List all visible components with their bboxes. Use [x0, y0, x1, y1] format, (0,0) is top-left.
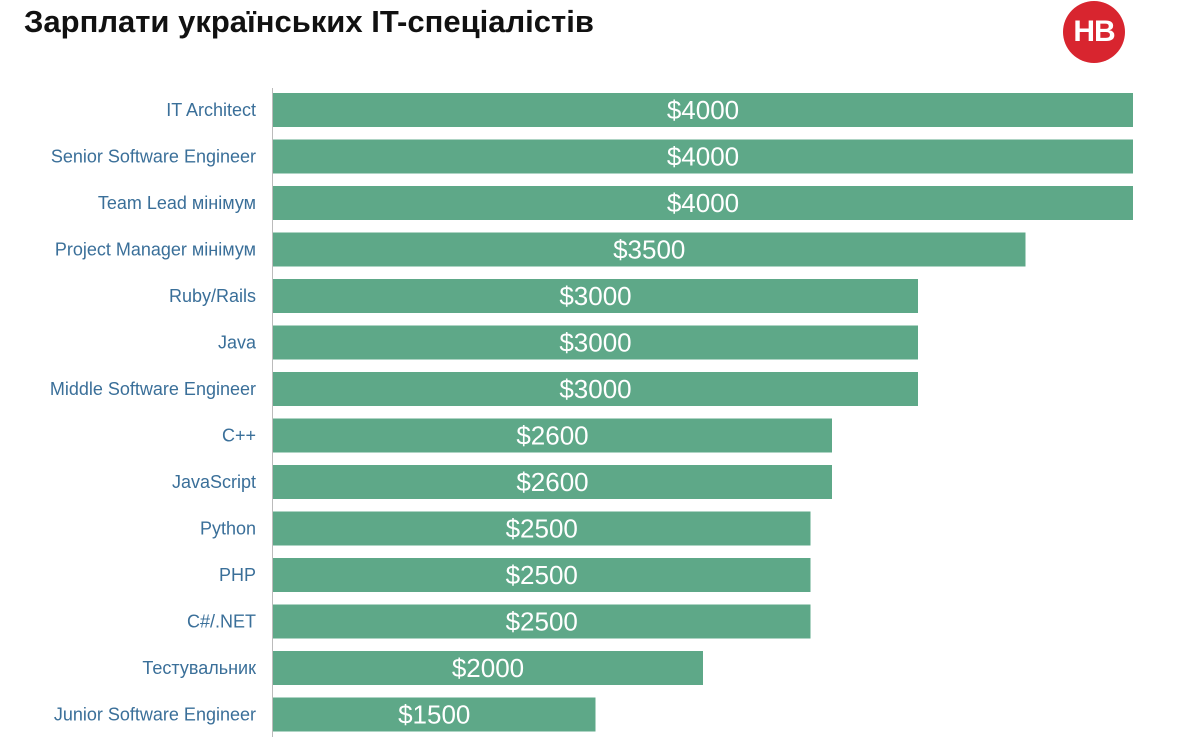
category-label: Ruby/Rails: [169, 286, 256, 306]
category-label: C++: [222, 426, 256, 446]
value-label: $3000: [559, 374, 631, 404]
category-label: PHP: [219, 565, 256, 585]
value-label: $2500: [506, 514, 578, 544]
bar: [273, 325, 918, 360]
bar: [273, 279, 918, 313]
value-label: $3000: [559, 328, 631, 358]
value-label: $4000: [667, 142, 739, 172]
bar: [273, 604, 811, 639]
category-label: Senior Software Engineer: [51, 147, 256, 167]
category-label: IT Architect: [166, 100, 256, 120]
value-label: $2000: [452, 653, 524, 683]
category-label: Тестувальник: [142, 658, 256, 678]
category-label: Team Lead мінімум: [98, 193, 256, 213]
value-label: $4000: [667, 95, 739, 125]
value-label: $2500: [506, 607, 578, 637]
bar: [273, 372, 918, 406]
bar: [273, 139, 1133, 174]
bar: [273, 697, 596, 732]
category-label: JavaScript: [172, 472, 256, 492]
bars-group: IT Architect $4000 Senior Software Enginee…: [50, 93, 1133, 732]
value-label: $3500: [613, 235, 685, 265]
bar: [273, 651, 703, 685]
bar: [273, 93, 1133, 127]
bar: [273, 232, 1026, 267]
value-label: $1500: [398, 700, 470, 730]
value-label: $2600: [516, 467, 588, 497]
bar: [273, 558, 811, 592]
bar: [273, 511, 811, 546]
nv-logo: НВ: [1063, 1, 1125, 63]
category-label: Java: [218, 333, 257, 353]
value-label: $2500: [506, 560, 578, 590]
bar: [273, 418, 832, 453]
category-label: Middle Software Engineer: [50, 379, 256, 399]
category-label: C#/.NET: [187, 612, 256, 632]
category-label: Junior Software Engineer: [54, 705, 256, 725]
category-label: Python: [200, 519, 256, 539]
value-label: $4000: [667, 188, 739, 218]
category-label: Project Manager мінімум: [55, 240, 256, 260]
bar: [273, 465, 832, 499]
bar: [273, 186, 1133, 220]
value-label: $2600: [516, 421, 588, 451]
chart-title: Зарплати українських IT-спеціалістів: [24, 4, 594, 39]
value-label: $3000: [559, 281, 631, 311]
